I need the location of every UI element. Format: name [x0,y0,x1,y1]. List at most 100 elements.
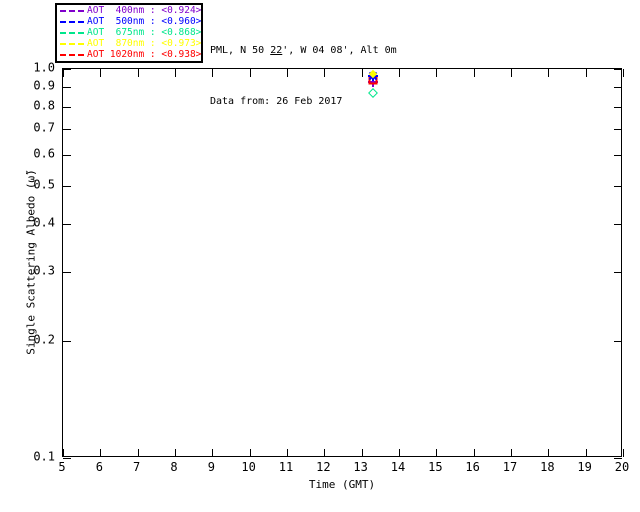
x-tick [623,449,624,457]
x-tick [436,449,438,457]
y-tick-label: 0.8 [33,98,55,113]
y-tick [614,155,622,157]
y-tick [614,340,622,342]
marker-shape [367,87,378,98]
x-tick-label: 13 [353,460,368,474]
x-tick [436,69,438,77]
y-tick [614,129,622,131]
x-tick [473,69,475,77]
y-tick [63,272,71,274]
x-tick-label: 12 [316,460,331,474]
x-tick-label: 8 [170,460,178,474]
y-tick [614,458,622,459]
y-tick-label: 0.1 [33,449,55,464]
x-tick [473,449,475,457]
y-axis-title: Single Scattering Albedo (ω̃) [24,169,38,355]
dashed-line-swatch [60,53,84,56]
x-tick [287,449,288,457]
x-tick [100,69,102,77]
station-title: PML, N 50 22', W 04 08', Alt 0m [210,45,397,56]
x-tick [511,449,512,457]
y-tick-label: 0.3 [33,263,55,278]
x-tick [361,449,363,457]
legend-item-675nm: AOT 675nm : <0.868> [57,26,202,38]
x-tick [324,449,326,457]
plot-area [62,68,624,459]
x-tick-label: 15 [428,460,443,474]
x-tick [212,449,214,457]
y-tick-label: 0.5 [33,177,55,192]
legend-item-500nm: AOT 500nm : <0.960> [57,17,201,27]
x-tick-label: 16 [465,460,480,474]
plot-header: PML, N 50 22', W 04 08', Alt 0m Data fro… [210,8,397,144]
legend-item-label: AOT 500nm : <0.960> [87,16,202,28]
x-tick [623,69,624,77]
y-tick [63,223,71,225]
x-tick [63,449,64,457]
data-date-subtitle: Data from: 26 Feb 2017 [210,96,343,107]
legend-item-1020nm: AOT 1020nm : <0.938> [57,48,202,60]
x-tick [511,69,512,77]
y-tick [63,458,71,459]
x-tick-label: 10 [241,460,256,474]
x-tick [137,449,139,457]
x-tick-label: 7 [133,460,141,474]
x-tick [137,69,139,77]
y-tick [63,186,71,188]
x-tick [548,449,550,457]
x-tick [63,69,64,77]
x-tick-label: 18 [540,460,555,474]
y-tick [614,86,622,88]
x-tick [249,69,251,77]
legend-item-label: AOT 400nm : <0.924> [87,5,202,17]
y-tick [614,69,622,70]
x-tick-label: 17 [502,460,518,474]
y-tick [614,223,622,225]
dashed-line-swatch [60,10,84,13]
legend-item-870nm: AOT 870nm : <0.973> [57,37,202,49]
x-tick [399,449,400,457]
y-tick-label: 0.2 [33,332,55,347]
x-tick-label: 5 [58,460,66,474]
x-tick-label: 11 [278,460,294,474]
legend-item-label: AOT 1020nm : <0.938> [87,48,202,60]
x-tick [287,69,288,77]
legend-item-400nm: AOT 400nm : <0.924> [57,6,201,16]
x-tick-label: 20 [614,460,630,474]
legend-item-label: AOT 870nm : <0.973> [87,37,202,49]
x-tick [212,69,214,77]
x-tick [548,69,550,77]
dashed-line-swatch [60,42,84,45]
x-tick [361,69,363,77]
y-tick-label: 0.9 [33,78,55,93]
dashed-line-swatch [60,21,84,24]
y-tick-label: 1.0 [33,60,55,75]
x-tick [100,449,102,457]
x-tick [324,69,326,77]
x-tick [585,449,587,457]
x-axis-title: Time (GMT) [308,478,376,491]
y-tick-label: 0.7 [33,120,55,135]
x-tick [175,449,176,457]
y-tick [614,186,622,188]
y-tick-label: 0.6 [33,146,55,161]
y-tick [63,106,71,108]
x-tick [585,69,587,77]
x-tick [175,69,176,77]
x-tick [249,449,251,457]
y-tick [63,86,71,88]
legend-box: AOT 400nm : <0.924> AOT 500nm : <0.960> … [55,3,203,63]
x-tick-label: 6 [95,460,103,474]
y-tick [63,129,71,131]
x-tick-label: 9 [207,460,215,474]
y-tick-label: 0.4 [33,215,55,230]
y-tick [614,106,622,108]
x-tick-label: 14 [390,460,406,474]
y-tick [63,340,71,342]
dashed-line-swatch [60,31,84,34]
y-tick [614,272,622,274]
y-tick [63,155,71,157]
legend-item-label: AOT 675nm : <0.868> [87,26,202,38]
y-tick [63,69,71,70]
